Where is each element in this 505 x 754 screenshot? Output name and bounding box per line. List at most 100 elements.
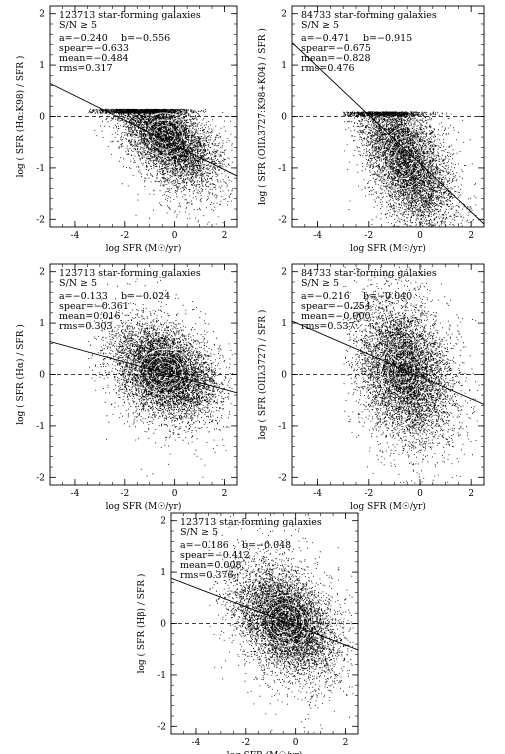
y-tick-label: 1 xyxy=(39,61,45,71)
y-tick-label: 1 xyxy=(281,319,287,329)
contour-3 xyxy=(274,610,297,632)
stat-mean: mean=0.008 xyxy=(180,560,242,571)
x-axis-label: log SFR (M☉/yr) xyxy=(227,750,303,754)
stat-spear: spear=−0.412 xyxy=(180,550,250,561)
stat-b: b=−0.556 xyxy=(121,33,170,44)
y-tick-label: -1 xyxy=(157,671,166,681)
contour-2 xyxy=(146,356,183,388)
y-tick-label: -2 xyxy=(36,215,45,225)
stat-a: a=−0.471 xyxy=(301,33,350,44)
x-tick-label: -4 xyxy=(313,489,322,499)
y-axis-label: log ( SFR (Hα:K98) / SFR ) xyxy=(15,56,26,178)
fit-line xyxy=(292,42,484,225)
x-tick-label: 2 xyxy=(343,738,349,748)
y-tick-label: 2 xyxy=(39,268,45,278)
x-tick-label: 0 xyxy=(293,738,299,748)
stat-rms: rms=0.376 xyxy=(180,570,234,581)
x-tick-label: 0 xyxy=(172,489,178,499)
x-axis-label: log SFR (M☉/yr) xyxy=(350,243,426,254)
y-tick-label: 2 xyxy=(160,517,166,527)
y-tick-label: 1 xyxy=(39,319,45,329)
scatter-points xyxy=(88,108,233,227)
y-tick-label: 2 xyxy=(39,10,45,20)
contour-2 xyxy=(387,136,422,179)
contour-3 xyxy=(394,144,415,171)
contour-3 xyxy=(153,362,176,382)
y-tick-label: 0 xyxy=(160,620,166,630)
y-tick-label: 0 xyxy=(39,113,45,123)
x-axis-label: log SFR (M☉/yr) xyxy=(106,243,182,254)
y-axis-label: log ( SFR (Hα) / SFR ) xyxy=(15,324,26,425)
panel-4: -4 -2 0 2 -2 -1 0 1 2 log SFR (M☉/yr) log ( SFR (O… xyxy=(257,263,485,512)
x-tick-label: 0 xyxy=(417,489,423,499)
y-axis-label: log ( SFR (OIIλ3727:K98+K04) / SFR ) xyxy=(257,28,268,205)
stat-b: b=−0.024 xyxy=(121,291,170,302)
stat-mean: mean=−0.484 xyxy=(59,53,129,64)
x-tick-label: -4 xyxy=(313,231,322,241)
x-tick-label: 2 xyxy=(468,231,474,241)
sn-text: S/N ≥ 5 xyxy=(180,527,218,538)
contour-3 xyxy=(394,357,415,387)
fit-line xyxy=(171,577,358,651)
sn-text: S/N ≥ 5 xyxy=(59,20,97,31)
y-tick-label: 2 xyxy=(281,268,287,278)
y-tick-label: -1 xyxy=(278,164,287,174)
y-tick-label: -2 xyxy=(36,473,45,483)
fit-line xyxy=(292,320,484,405)
stat-a: a=−0.240 xyxy=(59,33,108,44)
y-tick-label: -2 xyxy=(157,722,166,732)
stat-spear: spear=−0.361 xyxy=(59,301,129,312)
stat-mean: mean=0.016 xyxy=(59,311,121,322)
scatter-points xyxy=(343,111,477,227)
fit-line xyxy=(50,341,237,394)
y-tick-label: 2 xyxy=(281,10,287,20)
scatter-points xyxy=(87,276,233,485)
y-tick-label: 0 xyxy=(281,371,287,381)
stat-spear: spear=−0.675 xyxy=(301,43,371,54)
x-tick-label: -2 xyxy=(120,489,129,499)
y-tick-label: 1 xyxy=(281,61,287,71)
stat-rms: rms=0.537 xyxy=(301,321,355,332)
stat-b: b=−0.915 xyxy=(363,33,412,44)
y-axis-label: log ( SFR (OIIλ3727) / SFR ) xyxy=(257,310,268,440)
y-tick-label: -1 xyxy=(36,164,45,174)
x-tick-label: -2 xyxy=(120,231,129,241)
x-tick-label: -2 xyxy=(364,489,373,499)
x-tick-label: 0 xyxy=(417,231,423,241)
stat-a: a=−0.216 xyxy=(301,291,350,302)
y-tick-label: -2 xyxy=(278,473,287,483)
x-tick-label: 2 xyxy=(468,489,474,499)
contour-1 xyxy=(138,112,192,157)
panel-3: -4 -2 0 2 -2 -1 0 1 2 log SFR (M☉/yr) log ( SFR (H… xyxy=(15,263,238,512)
panel-1: -4 -2 0 2 -2 -1 0 1 2 log SFR (M☉/yr) log ( SFR (H… xyxy=(15,5,238,254)
y-tick-label: 1 xyxy=(160,568,166,578)
x-axis-label: log SFR (M☉/yr) xyxy=(350,501,426,512)
x-tick-label: -2 xyxy=(241,738,250,748)
stat-a: a=−0.133 xyxy=(59,291,108,302)
header-text: 123713 star-forming galaxies xyxy=(59,10,201,21)
x-tick-label: -4 xyxy=(71,231,80,241)
panel-5: -4 -2 0 2 -2 -1 0 1 2 log SFR (M☉/yr) log ( SFR (H… xyxy=(136,512,359,754)
x-tick-label: 0 xyxy=(172,231,178,241)
y-tick-label: -1 xyxy=(36,422,45,432)
x-tick-label: -4 xyxy=(192,738,201,748)
contour-2 xyxy=(387,348,422,396)
sn-text: S/N ≥ 5 xyxy=(59,278,97,289)
header-text: 84733 star-forming galaxies xyxy=(301,10,437,21)
stat-spear: spear=−0.633 xyxy=(59,43,129,54)
x-tick-label: -2 xyxy=(364,231,373,241)
stat-mean: mean=−0.000 xyxy=(301,311,371,322)
fit-line xyxy=(50,82,237,177)
x-axis-label: log SFR (M☉/yr) xyxy=(106,501,182,512)
stat-b: b=−0.040 xyxy=(363,291,412,302)
y-tick-label: 0 xyxy=(39,371,45,381)
y-tick-label: -2 xyxy=(278,215,287,225)
contour-1 xyxy=(379,126,430,189)
stat-a: a=−0.186 xyxy=(180,540,229,551)
header-text: 123713 star-forming galaxies xyxy=(180,517,322,528)
x-tick-label: 2 xyxy=(222,231,228,241)
sn-text: S/N ≥ 5 xyxy=(301,278,339,289)
panel-2: -4 -2 0 2 -2 -1 0 1 2 log SFR (M☉/yr) log ( SFR (O… xyxy=(257,5,485,254)
contour-2 xyxy=(267,603,304,639)
